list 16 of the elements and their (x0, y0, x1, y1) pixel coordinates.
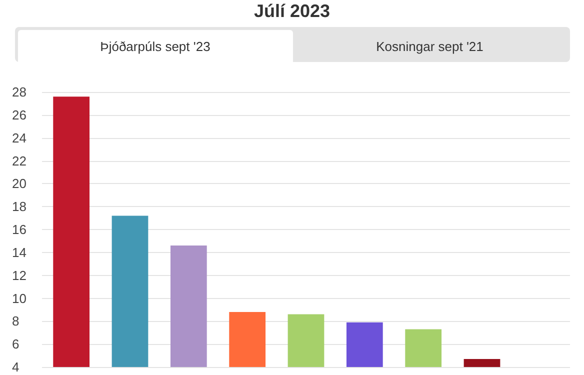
y-tick-label: 22 (12, 153, 26, 168)
y-tick-label: 26 (12, 107, 26, 122)
y-tick-label: 14 (12, 244, 26, 260)
y-tick-label: 8 (12, 314, 20, 329)
text: Kosningar sept '21 (375, 38, 484, 56)
chart-title: Júlí 2023 (252, 0, 332, 22)
y-tick-label: 6 (12, 336, 20, 352)
y-tick-label: 18 (12, 199, 26, 214)
y-tick-label: 10 (12, 290, 26, 306)
y-tick-label: 20 (12, 176, 26, 192)
y-tick-label: 4 (12, 360, 20, 374)
text: Þjóðarpúls sept '23 (18, 30, 292, 62)
y-tick-label: 28 (12, 84, 26, 100)
y-tick-label: 12 (12, 268, 26, 283)
y-tick-label: 16 (12, 222, 26, 237)
y-tick-label: 24 (12, 130, 26, 146)
